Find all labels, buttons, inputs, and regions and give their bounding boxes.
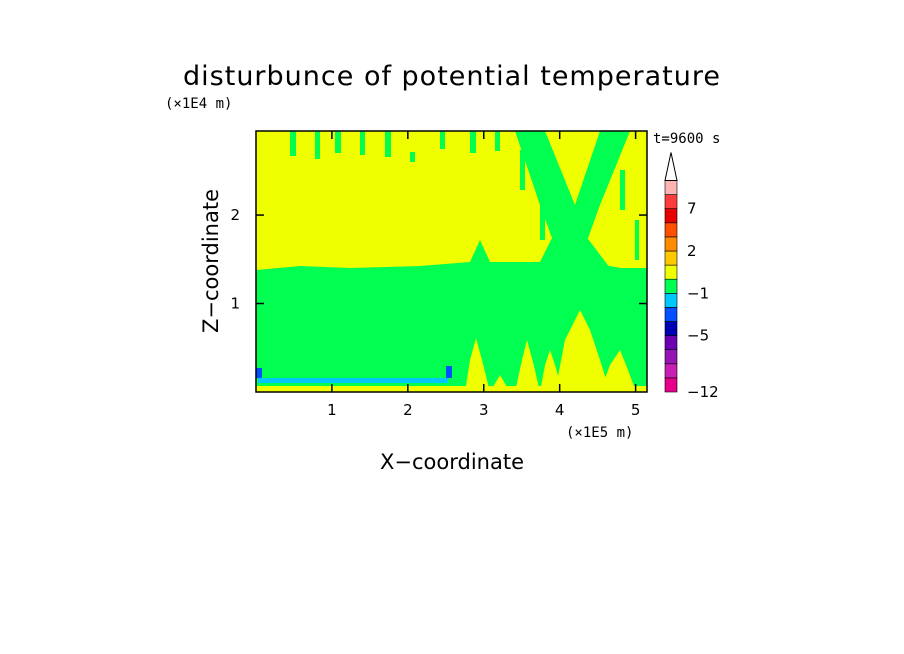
- colorbar-level: [664, 335, 678, 351]
- x-unit-label: (×1E5 m): [566, 425, 633, 441]
- x-tick-label: 2: [403, 401, 413, 419]
- plume-2: [515, 340, 540, 392]
- colorbar-level: [664, 278, 678, 294]
- x-tick-label: 5: [631, 401, 641, 419]
- colorbar-level: [664, 264, 678, 280]
- colorbar-level: [664, 194, 678, 210]
- plume-5: [600, 350, 636, 392]
- colorbar-extend-arrow: [664, 152, 678, 181]
- colorbar-level: [664, 222, 678, 238]
- x-tick-label: 1: [327, 401, 337, 419]
- upper-streaks: [290, 131, 639, 260]
- blue-patch-mid: [446, 366, 452, 378]
- colorbar-tick-label: −12: [687, 383, 719, 401]
- plume-1: [465, 338, 490, 392]
- surface-layer-fill: [256, 386, 647, 392]
- x-tick-label: 4: [555, 401, 565, 419]
- time-label: t=9600 s: [653, 131, 720, 147]
- colorbar-level: [664, 321, 678, 336]
- contour-field: [256, 131, 647, 392]
- plume-3: [540, 350, 562, 392]
- colorbar-tick-label: −5: [687, 327, 709, 345]
- colorbar-level: [664, 307, 678, 322]
- blue-patch-left: [256, 368, 262, 378]
- plot-frame: [255, 130, 648, 393]
- plume-4: [555, 310, 610, 392]
- colorbar: −12−5−127: [664, 152, 719, 401]
- colorbar-level: [664, 377, 678, 393]
- colorbar-level: [664, 208, 678, 224]
- colorbar-level: [664, 349, 678, 365]
- colorbar-level: [664, 250, 678, 266]
- colorbar-level: [664, 363, 678, 379]
- colorbar-tick-label: 2: [687, 242, 697, 260]
- x-pattern-mid: [540, 235, 610, 268]
- x-tick-label: 3: [479, 401, 489, 419]
- y-tick-label: 1: [230, 295, 240, 313]
- x-axis-label: X−coordinate: [380, 450, 524, 474]
- chart-title: disturbunce of potential temperature: [183, 61, 721, 92]
- y-tick-label: 2: [230, 206, 240, 224]
- x-axis: 1 2 3 4 5: [327, 131, 640, 419]
- colorbar-level: [664, 180, 678, 195]
- surface-cyan-band: [258, 378, 448, 383]
- colorbar-tick-label: 7: [687, 200, 697, 218]
- colorbar-tick-label: −1: [687, 284, 709, 302]
- y-axis: 12: [230, 206, 647, 313]
- y-unit-label: (×1E4 m): [165, 96, 232, 112]
- colorbar-level: [664, 292, 678, 308]
- x-pattern-left-arm: [515, 131, 630, 260]
- y-axis-label: Z−coordinate: [199, 189, 223, 333]
- colorbar-level: [664, 236, 678, 252]
